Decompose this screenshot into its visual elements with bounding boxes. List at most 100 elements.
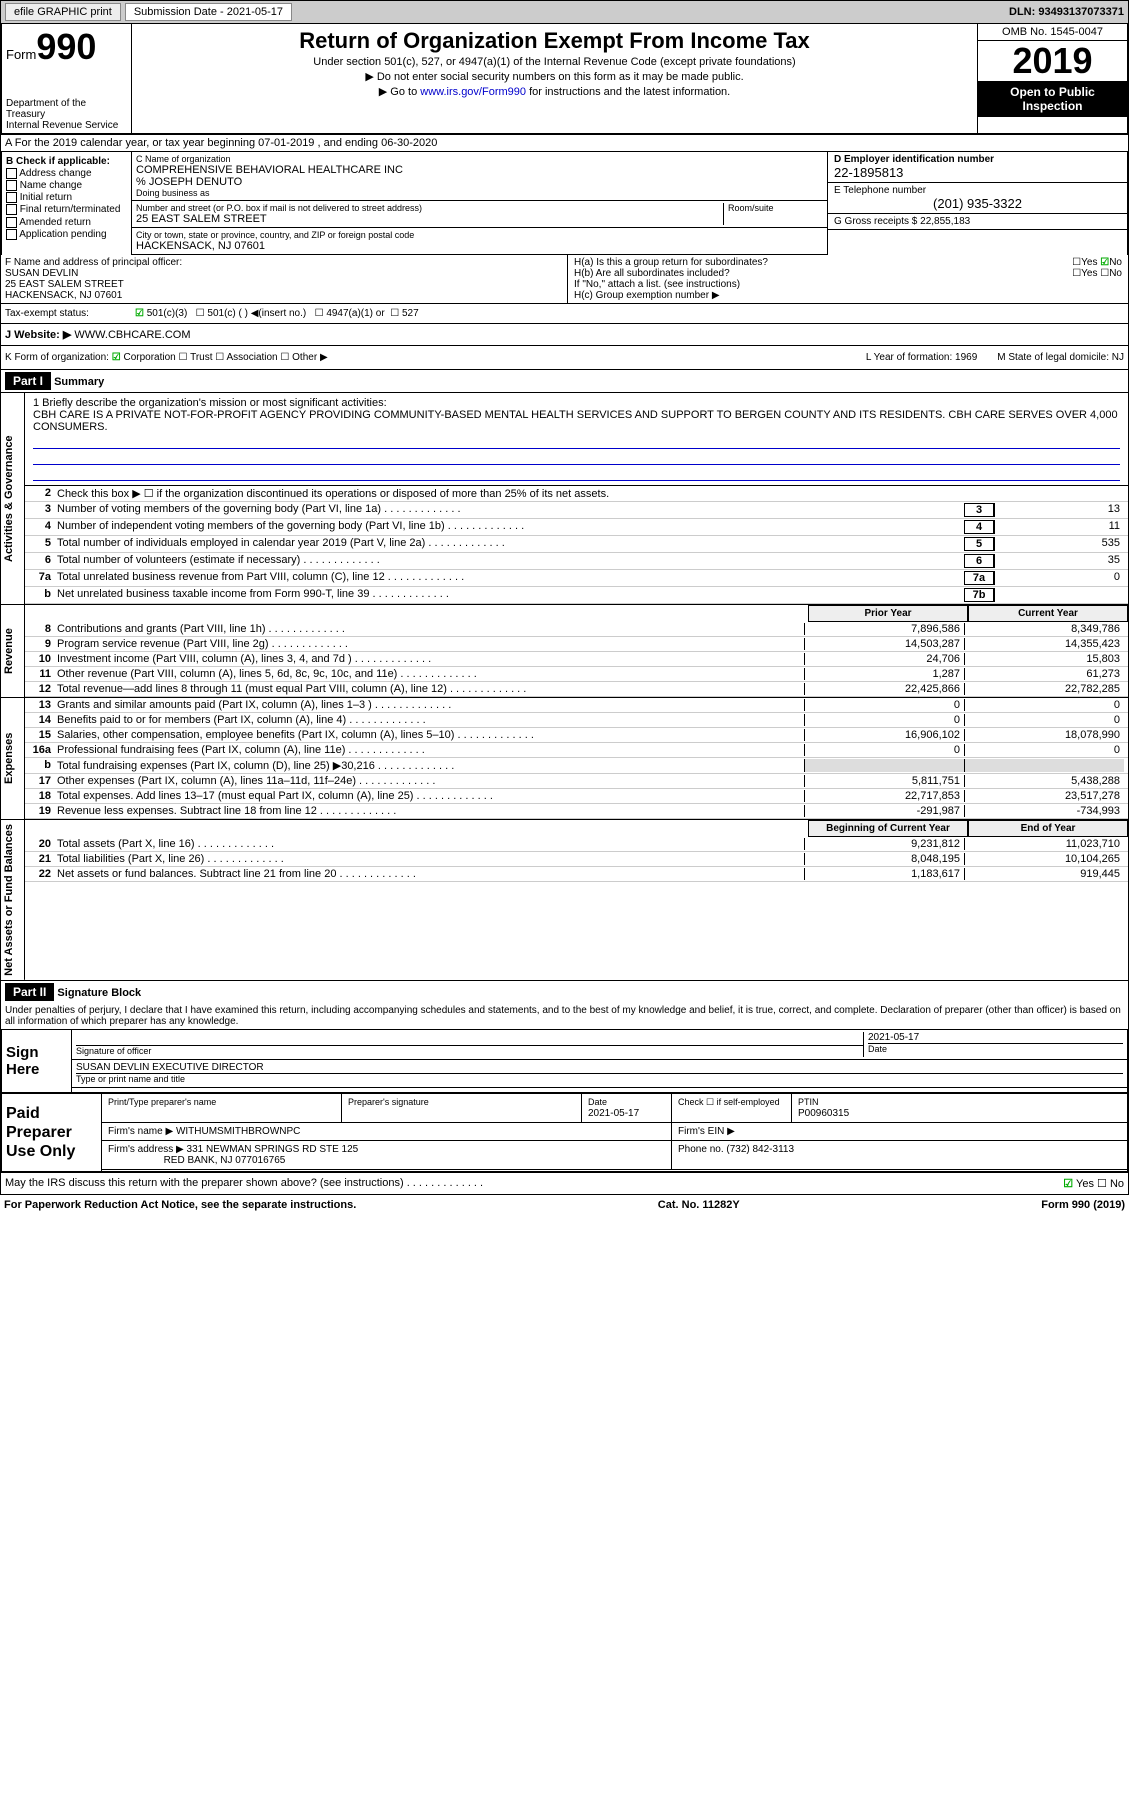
ha-question: H(a) Is this a group return for subordin… bbox=[574, 257, 1122, 268]
check-pending[interactable]: Application pending bbox=[6, 229, 127, 240]
col-b-title: B Check if applicable: bbox=[6, 156, 127, 167]
vtab-netassets: Net Assets or Fund Balances bbox=[1, 820, 25, 980]
sig-name-label: Type or print name and title bbox=[76, 1074, 185, 1084]
table-row: 8Contributions and grants (Part VIII, li… bbox=[25, 622, 1128, 637]
vtab-governance: Activities & Governance bbox=[1, 393, 25, 604]
col-c-org: C Name of organization COMPREHENSIVE BEH… bbox=[132, 152, 827, 255]
col-end: End of Year bbox=[968, 820, 1128, 837]
tax-501c[interactable]: 501(c) ( ) ◀(insert no.) bbox=[207, 308, 306, 319]
officer-name: SUSAN DEVLIN bbox=[5, 268, 563, 279]
sign-here-label: Sign Here bbox=[2, 1030, 72, 1092]
officer-addr1: 25 EAST SALEM STREET bbox=[5, 279, 563, 290]
tax-4947[interactable]: 4947(a)(1) or bbox=[326, 308, 384, 319]
firm-phone: Phone no. (732) 842-3113 bbox=[672, 1141, 1127, 1169]
hc-question: H(c) Group exemption number ▶ bbox=[574, 290, 1122, 301]
col-beginning: Beginning of Current Year bbox=[808, 820, 968, 837]
prep-name-label: Print/Type preparer's name bbox=[108, 1097, 216, 1107]
row-k-form-org: K Form of organization: ☑ Corporation ☐ … bbox=[0, 346, 1129, 370]
gov-line: 3Number of voting members of the governi… bbox=[25, 502, 1128, 519]
form-ref: Form 990 (2019) bbox=[1041, 1199, 1125, 1211]
check-final[interactable]: Final return/terminated bbox=[6, 204, 127, 215]
efile-button[interactable]: efile GRAPHIC print bbox=[5, 3, 121, 21]
check-address[interactable]: Address change bbox=[6, 168, 127, 179]
dba-label: Doing business as bbox=[136, 188, 823, 198]
table-row: 20Total assets (Part X, line 16)9,231,81… bbox=[25, 837, 1128, 852]
firm-ein-label: Firm's EIN ▶ bbox=[672, 1123, 1127, 1140]
table-row: 16aProfessional fundraising fees (Part I… bbox=[25, 743, 1128, 758]
gov-line: 7aTotal unrelated business revenue from … bbox=[25, 570, 1128, 587]
k-other[interactable]: Other ▶ bbox=[292, 352, 327, 363]
declaration-text: Under penalties of perjury, I declare th… bbox=[1, 1003, 1128, 1029]
submission-date: Submission Date - 2021-05-17 bbox=[125, 3, 292, 21]
row-website: J Website: ▶ WWW.CBHCARE.COM bbox=[0, 324, 1129, 346]
irs-label: Internal Revenue Service bbox=[6, 120, 127, 131]
table-row: 22Net assets or fund balances. Subtract … bbox=[25, 867, 1128, 882]
website-value: WWW.CBHCARE.COM bbox=[74, 329, 190, 341]
k-assoc[interactable]: Association bbox=[226, 352, 277, 363]
table-row: 9Program service revenue (Part VIII, lin… bbox=[25, 637, 1128, 652]
irs-link[interactable]: www.irs.gov/Form990 bbox=[420, 86, 526, 98]
room-label: Room/suite bbox=[728, 203, 823, 213]
col-b-checkboxes: B Check if applicable: Address change Na… bbox=[2, 152, 132, 255]
discuss-row: May the IRS discuss this return with the… bbox=[0, 1173, 1129, 1195]
tax-527[interactable]: 527 bbox=[402, 308, 419, 319]
vtab-revenue: Revenue bbox=[1, 605, 25, 697]
ein-value: 22-1895813 bbox=[834, 165, 1121, 180]
check-name[interactable]: Name change bbox=[6, 180, 127, 191]
firm-name: WITHUMSMITHBROWNPC bbox=[176, 1126, 300, 1137]
subtitle-1: Under section 501(c), 527, or 4947(a)(1)… bbox=[136, 56, 973, 68]
paid-preparer-block: Paid Preparer Use Only Print/Type prepar… bbox=[0, 1094, 1129, 1174]
org-name: COMPREHENSIVE BEHAVIORAL HEALTHCARE INC bbox=[136, 164, 823, 176]
gross-receipts: G Gross receipts $ 22,855,183 bbox=[828, 214, 1127, 230]
form-header: Form990 Department of the Treasury Inter… bbox=[0, 24, 1129, 135]
hb-question: H(b) Are all subordinates included? ☐Yes… bbox=[574, 268, 1122, 279]
k-label: K Form of organization: bbox=[5, 352, 109, 363]
omb-number: OMB No. 1545-0047 bbox=[978, 24, 1127, 41]
tax-501c3[interactable]: 501(c)(3) bbox=[147, 308, 188, 319]
org-name-label: C Name of organization bbox=[136, 154, 823, 164]
table-row: 21Total liabilities (Part X, line 26)8,0… bbox=[25, 852, 1128, 867]
gov-line: 6Total number of volunteers (estimate if… bbox=[25, 553, 1128, 570]
ptin-value: P00960315 bbox=[798, 1108, 849, 1119]
part1-header-row: Part I Summary bbox=[0, 370, 1129, 393]
cat-no: Cat. No. 11282Y bbox=[658, 1199, 740, 1211]
discuss-yes[interactable]: Yes bbox=[1076, 1178, 1094, 1190]
part2-header-row: Part II Signature Block Under penalties … bbox=[0, 981, 1129, 1030]
table-row: 13Grants and similar amounts paid (Part … bbox=[25, 698, 1128, 713]
form-label: Form bbox=[6, 47, 36, 62]
org-address: 25 EAST SALEM STREET bbox=[136, 213, 723, 225]
tax-year: 2019 bbox=[978, 41, 1127, 81]
footer-row: For Paperwork Reduction Act Notice, see … bbox=[0, 1195, 1129, 1215]
col-prior-year: Prior Year bbox=[808, 605, 968, 622]
firm-addr-label: Firm's address ▶ bbox=[108, 1144, 184, 1155]
gov-line: bNet unrelated business taxable income f… bbox=[25, 587, 1128, 604]
officer-label: F Name and address of principal officer: bbox=[5, 257, 563, 268]
subtitle-3: ▶ Go to www.irs.gov/Form990 for instruct… bbox=[136, 85, 973, 98]
firm-addr1: 331 NEWMAN SPRINGS RD STE 125 bbox=[187, 1144, 359, 1155]
pra-notice: For Paperwork Reduction Act Notice, see … bbox=[4, 1199, 356, 1211]
vtab-expenses: Expenses bbox=[1, 698, 25, 819]
check-amended[interactable]: Amended return bbox=[6, 217, 127, 228]
gov-line: 4Number of independent voting members of… bbox=[25, 519, 1128, 536]
discuss-no[interactable]: No bbox=[1110, 1178, 1124, 1190]
officer-addr2: HACKENSACK, NJ 07601 bbox=[5, 290, 563, 301]
top-bar: efile GRAPHIC print Submission Date - 20… bbox=[0, 0, 1129, 24]
prep-sig-label: Preparer's signature bbox=[348, 1097, 429, 1107]
table-row: 11Other revenue (Part VIII, column (A), … bbox=[25, 667, 1128, 682]
row-a-period: A For the 2019 calendar year, or tax yea… bbox=[0, 135, 1129, 152]
k-corp[interactable]: Corporation bbox=[123, 352, 175, 363]
summary-netassets: Net Assets or Fund Balances Beginning of… bbox=[0, 820, 1129, 981]
part1-badge: Part I bbox=[5, 372, 51, 390]
col-d-contact: D Employer identification number 22-1895… bbox=[827, 152, 1127, 255]
sig-date: 2021-05-17 bbox=[868, 1032, 1123, 1044]
line2-text: Check this box ▶ ☐ if the organization d… bbox=[57, 487, 1124, 500]
form-number: 990 bbox=[36, 26, 96, 67]
table-row: 14Benefits paid to or for members (Part … bbox=[25, 713, 1128, 728]
part2-badge: Part II bbox=[5, 983, 54, 1001]
prep-date-label: Date bbox=[588, 1097, 607, 1107]
line1-label: 1 Briefly describe the organization's mi… bbox=[33, 397, 1120, 409]
mission-text: CBH CARE IS A PRIVATE NOT-FOR-PROFIT AGE… bbox=[33, 409, 1120, 433]
tel-value: (201) 935-3322 bbox=[834, 196, 1121, 211]
check-initial[interactable]: Initial return bbox=[6, 192, 127, 203]
k-trust[interactable]: Trust bbox=[190, 352, 212, 363]
